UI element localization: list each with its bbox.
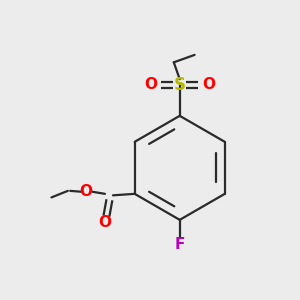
Text: O: O [202,77,215,92]
Text: S: S [174,76,186,94]
Text: O: O [144,77,157,92]
Text: O: O [79,184,92,199]
Text: O: O [98,215,112,230]
Text: F: F [175,237,185,252]
